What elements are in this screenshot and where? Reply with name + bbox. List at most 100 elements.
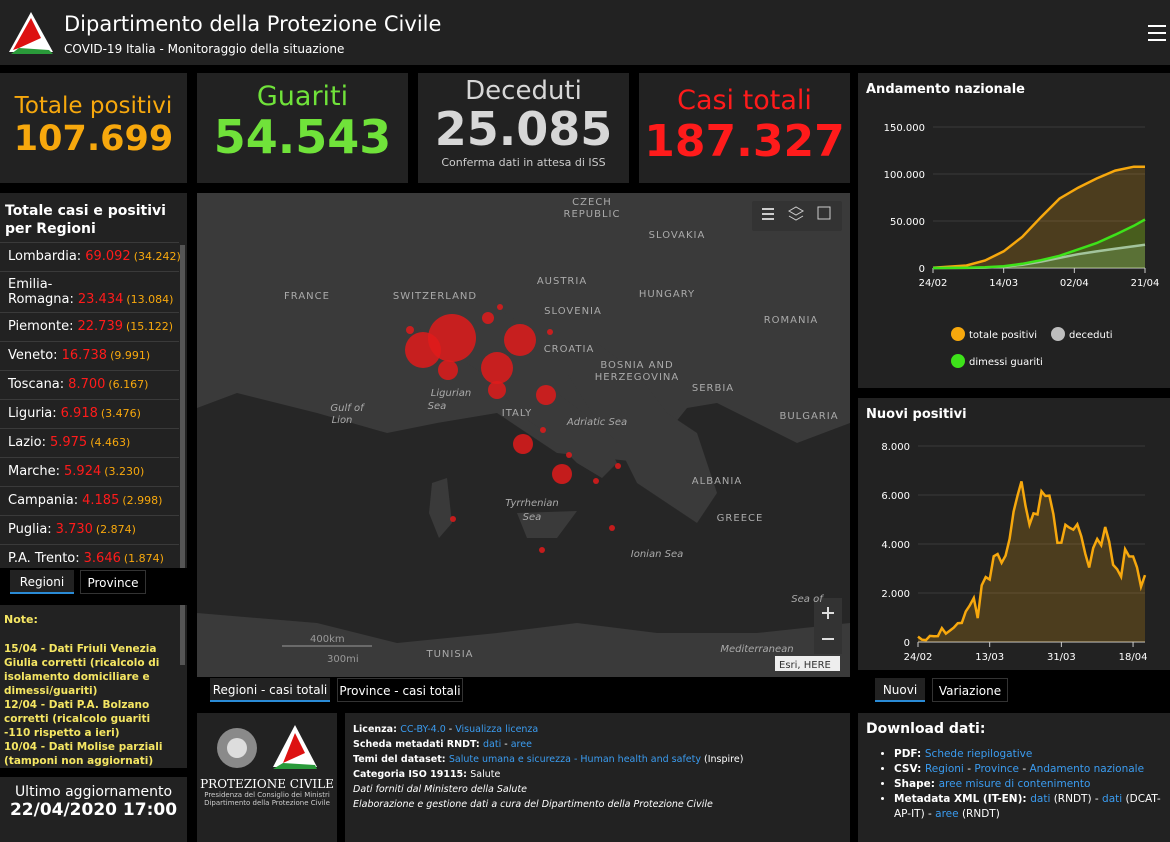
region-positive: (6.167) (108, 378, 149, 391)
region-row: Lazio: 5.975 (4.463) (0, 429, 179, 458)
map-label: FRANCE (284, 291, 330, 302)
text-segment: Dati forniti dal Ministero della Salute (353, 784, 527, 795)
region-row: Puglia: 3.730 (2.874) (0, 516, 179, 545)
region-total: 3.646 (83, 551, 121, 566)
map-label: ROMANIA (764, 315, 819, 326)
legend-swatch (951, 327, 965, 341)
stat-value: 107.699 (13, 119, 174, 159)
region-positive: (2.874) (95, 523, 136, 536)
region-row: Liguria: 6.918 (3.476) (0, 400, 179, 429)
text-segment: aree (935, 808, 959, 820)
legend-swatch (1051, 327, 1065, 341)
region-name: Lombardia: (8, 249, 82, 264)
map-label: Sea (523, 512, 542, 523)
text-segment: Visualizza licenza (455, 724, 539, 735)
region-positive: (13.084) (126, 293, 174, 306)
regions-title: Totale casi e positivi per Regioni (5, 203, 166, 237)
tab[interactable]: Regioni (10, 570, 74, 594)
stat-label: Totale positivi (14, 93, 173, 119)
region-row: Piemonte: 22.739 (15.122) (0, 313, 179, 342)
region-row: P.A. Trento: 3.646 (1.874) (0, 545, 179, 568)
y-tick-label: 50.000 (890, 217, 925, 228)
stat-label: Deceduti (465, 76, 582, 106)
stat-box: Casi totali 187.327 (639, 73, 850, 183)
case-bubbles (405, 304, 621, 553)
tab[interactable]: Nuovi (875, 678, 925, 702)
header: Dipartimento della Protezione Civile COV… (0, 0, 1170, 65)
region-row: Veneto: 16.738 (9.991) (0, 342, 179, 371)
x-tick-label: 13/03 (975, 652, 1004, 663)
text-segment: Andamento nazionale (1029, 763, 1145, 775)
note: 10/04 - Dati Molise parziali (tamponi no… (4, 741, 163, 767)
map-label: CROATIA (544, 344, 595, 355)
map-label: SERBIA (692, 383, 734, 394)
text-segment: CSV: (894, 763, 925, 775)
legend-swatch (951, 354, 965, 368)
region-total: 3.730 (55, 522, 93, 537)
map[interactable]: FRANCE SWITZERLAND AUSTRIA SLOVENIA HUNGARY S… (197, 193, 850, 677)
download-list: PDF: Schede riepilogativeCSV: Regioni - … (866, 747, 1162, 822)
regions-panel: Totale casi e positivi per Regioni Lomba… (0, 193, 187, 568)
region-positive: (3.230) (104, 465, 145, 478)
info-line: Temi del dataset: Salute umana e sicurez… (353, 752, 842, 767)
info-panel: Licenza: CC-BY-4.0 - Visualizza licenza S… (345, 713, 850, 842)
region-name: Marche: (8, 464, 61, 479)
y-tick-label: 8.000 (881, 442, 910, 453)
area (918, 481, 1145, 642)
tab[interactable]: Variazione (932, 678, 1008, 702)
scrollbar (180, 245, 185, 568)
y-tick-label: 0 (904, 638, 910, 649)
map-label: Sea (428, 401, 447, 412)
tab[interactable]: Province (80, 570, 146, 594)
update-value: 22/04/2020 17:00 (9, 800, 178, 820)
map-label: SLOVAKIA (649, 230, 706, 241)
text-segment: Salute (470, 769, 501, 780)
map-label: GREECE (717, 513, 764, 524)
area (933, 166, 1145, 268)
stat-label: Casi totali (677, 85, 812, 116)
region-total: 8.700 (68, 377, 106, 392)
scale-label: 400km (310, 634, 345, 645)
stat-box: Deceduti 25.085 Conferma dati in attesa … (418, 73, 629, 183)
map-label: Ligurian (431, 388, 471, 399)
y-tick-label: 0 (919, 264, 925, 275)
region-total: 6.918 (60, 406, 98, 421)
map-label: CZECH (572, 197, 612, 208)
logo-caption: PROTEZIONE CIVILE (200, 777, 334, 791)
map-label: Sea of (791, 594, 824, 605)
menu-button[interactable] (1148, 24, 1168, 42)
zoom-control[interactable] (814, 598, 842, 654)
text-segment: (RNDT) - (1050, 793, 1103, 805)
text-segment: Elaborazione e gestione dati a cura del … (353, 799, 713, 810)
text-segment: aree misure di contenimento (938, 778, 1091, 790)
x-tick-label: 02/04 (1060, 278, 1089, 289)
x-tick-label: 21/04 (1131, 278, 1160, 289)
map-label: Mediterranean (720, 644, 793, 655)
text-segment: Licenza: (353, 724, 401, 735)
chart-panel: Nuovi positivi 0 2.000 4.000 6.000 8.000 24/02… (858, 398, 1170, 670)
download-item: PDF: Schede riepilogative (894, 747, 1162, 762)
y-tick-label: 6.000 (881, 491, 910, 502)
download-item: Shape: aree misure di contenimento (894, 777, 1162, 792)
download-item: CSV: Regioni - Province - Andamento nazi… (894, 762, 1162, 777)
map-label: Adriatic Sea (566, 417, 627, 428)
stat-label: Guariti (256, 81, 349, 112)
map-label: Lion (332, 415, 353, 426)
legend-label: totale positivi (969, 330, 1037, 341)
text-segment: - (1019, 763, 1030, 775)
text-segment: - (501, 739, 511, 750)
text-segment: aree (510, 739, 532, 750)
scale-label: 300mi (327, 654, 359, 665)
text-segment: Categoria ISO 19115: (353, 769, 471, 780)
new-chart: Nuovi positivi 0 2.000 4.000 6.000 8.000 24/02… (866, 407, 1147, 663)
region-name: P.A. Trento: (8, 551, 80, 566)
map-label: ALBANIA (692, 476, 742, 487)
regions-list: Lombardia: 69.092 (34.242) Emilia-Romagna: 2… (0, 242, 181, 568)
region-positive: (9.991) (110, 349, 151, 362)
text-segment: Regioni (924, 763, 964, 775)
tab[interactable]: Province - casi totali (337, 678, 463, 702)
info-line: Elaborazione e gestione dati a cura del … (353, 797, 842, 812)
x-tick-label: 24/02 (919, 278, 948, 289)
tab[interactable]: Regioni - casi totali (210, 678, 330, 702)
